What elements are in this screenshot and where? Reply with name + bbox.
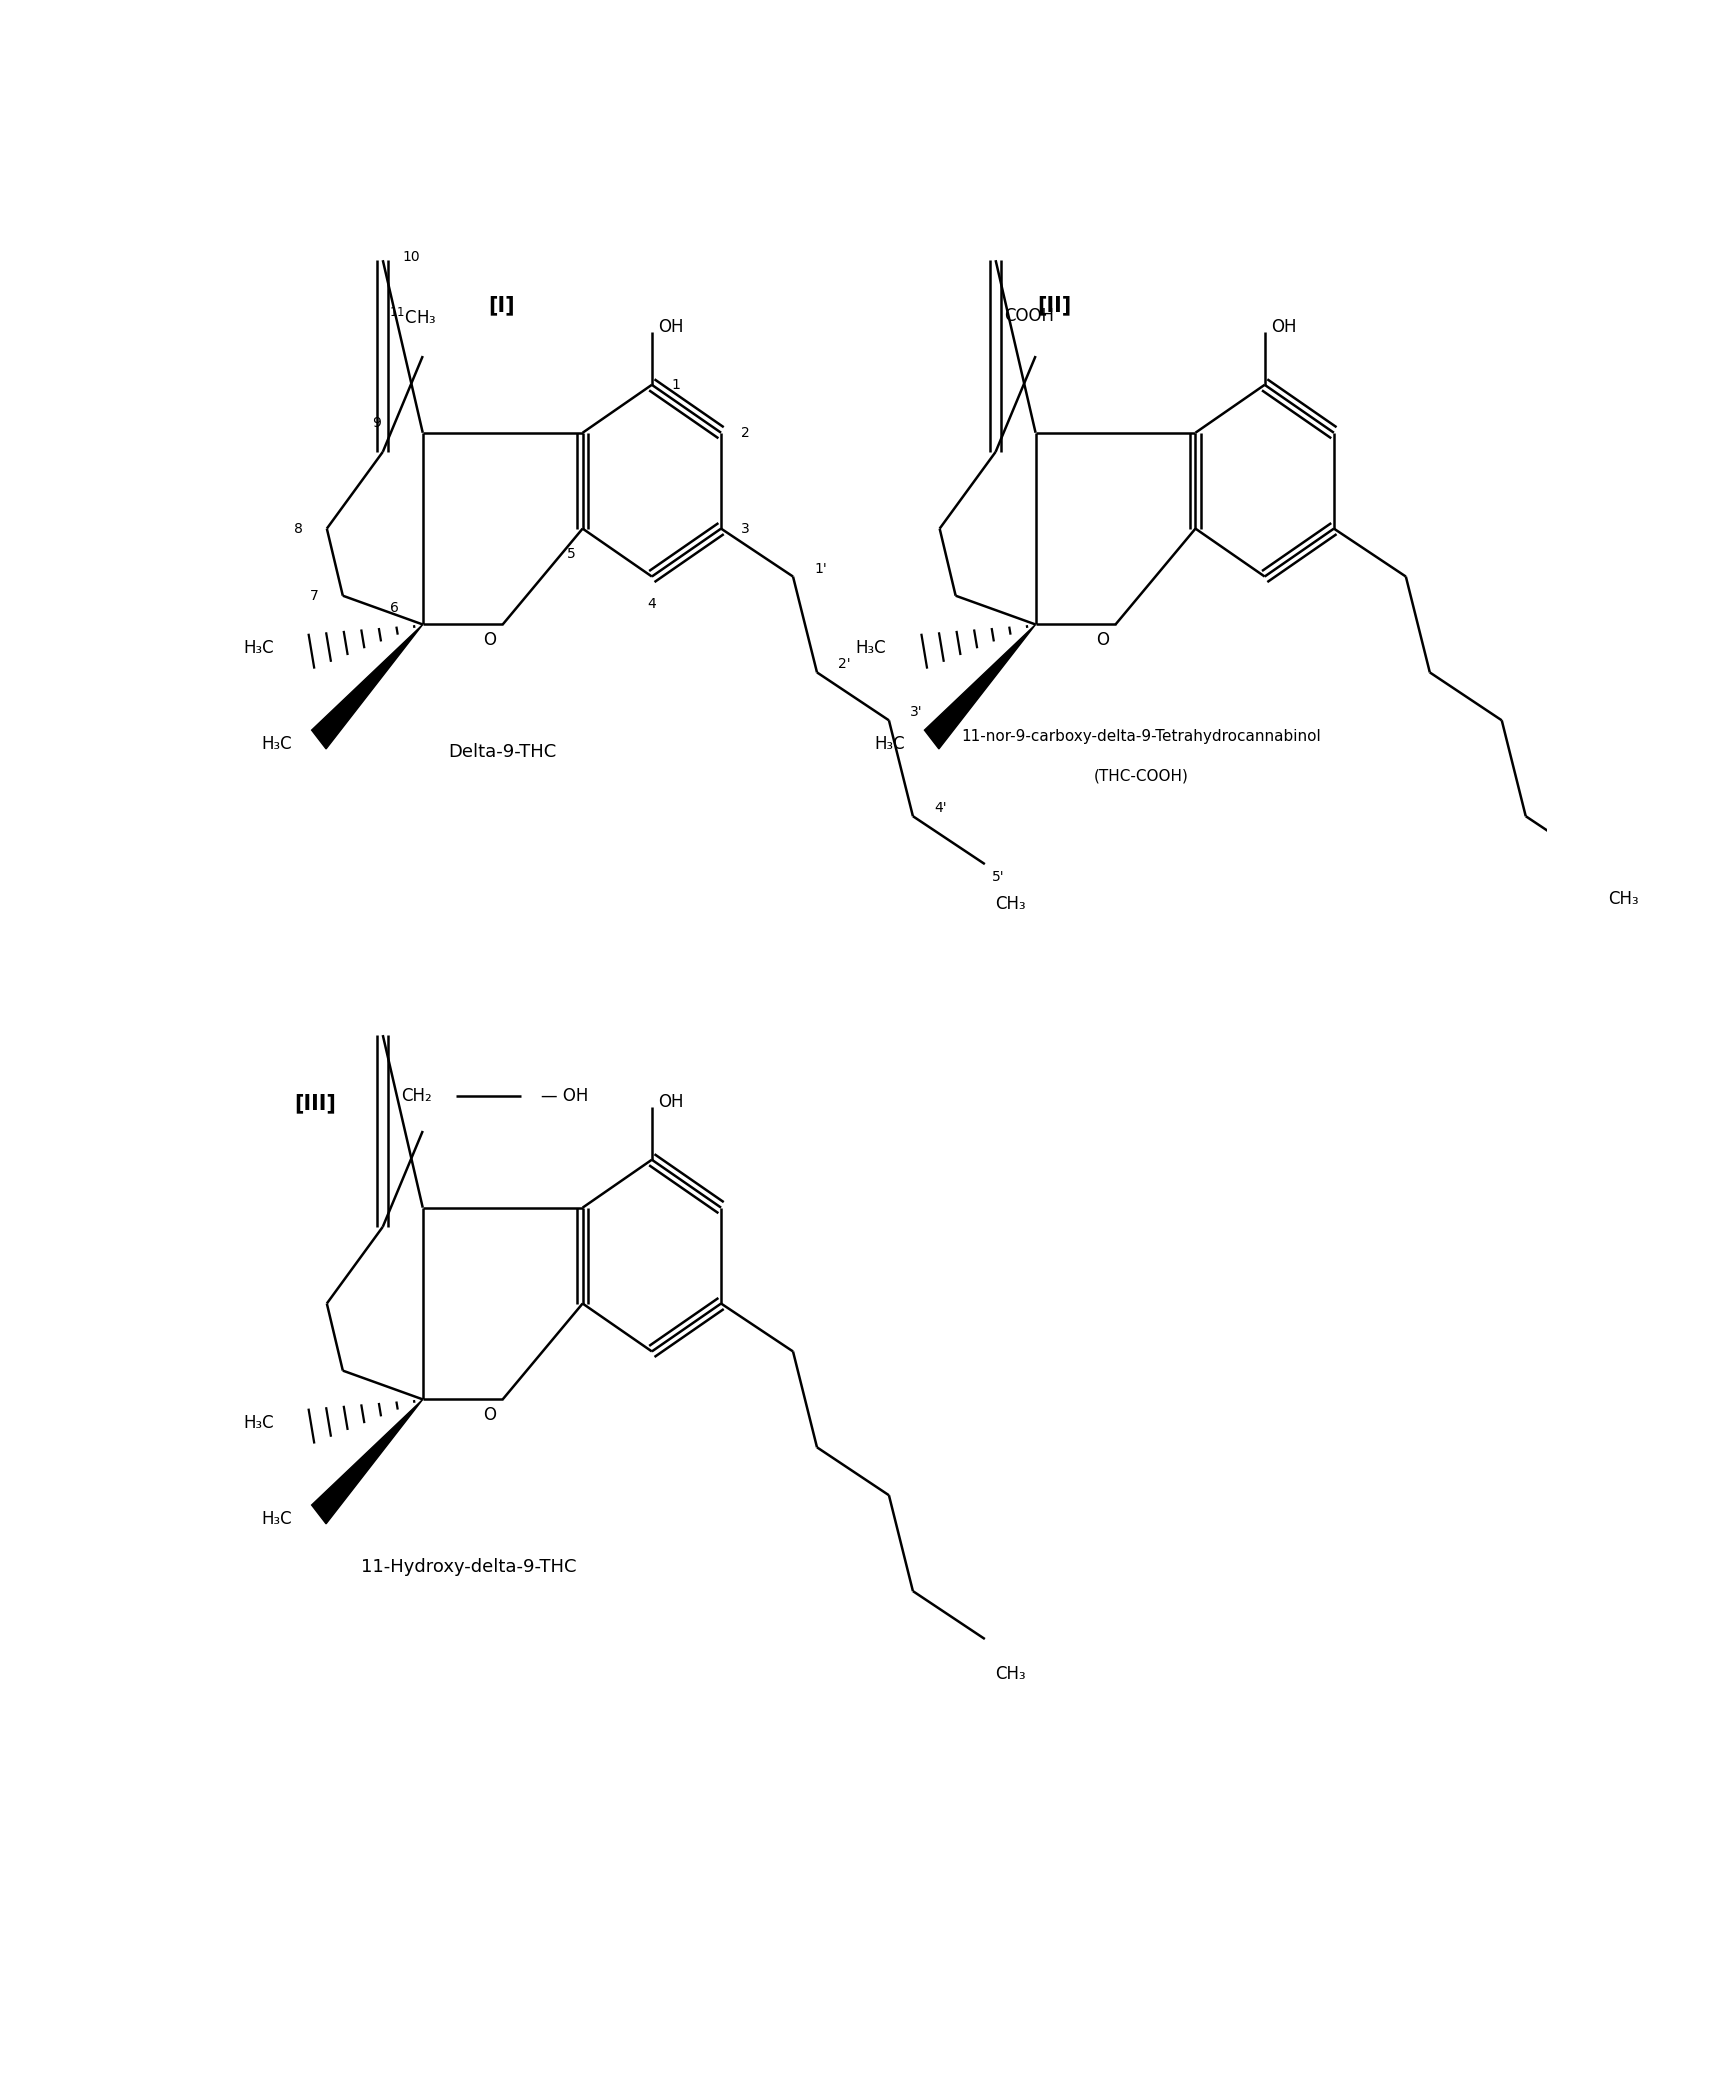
Text: 5: 5 (567, 548, 576, 560)
Text: 5': 5' (992, 869, 1004, 884)
Text: 9: 9 (371, 417, 380, 430)
Text: H₃C: H₃C (242, 1415, 273, 1432)
Text: H₃C: H₃C (261, 735, 292, 753)
Text: [III]: [III] (294, 1094, 335, 1114)
Text: — OH: — OH (541, 1087, 588, 1104)
Text: 6: 6 (390, 602, 399, 616)
Text: OH: OH (658, 317, 684, 336)
Text: 1: 1 (672, 378, 681, 392)
Text: OH: OH (658, 1094, 684, 1112)
Text: 3: 3 (741, 521, 749, 535)
Text: O: O (483, 1407, 497, 1423)
Text: OH: OH (1272, 317, 1296, 336)
Polygon shape (925, 625, 1035, 749)
Text: 11-nor-9-carboxy-delta-9-Tetrahydrocannabinol: 11-nor-9-carboxy-delta-9-Tetrahydrocanna… (961, 728, 1320, 743)
Text: (THC-COOH): (THC-COOH) (1093, 768, 1188, 784)
Text: H₃C: H₃C (856, 639, 887, 658)
Text: 3': 3' (911, 706, 923, 720)
Text: [I]: [I] (488, 295, 514, 315)
Text: COOH: COOH (1004, 307, 1054, 326)
Text: CH₃: CH₃ (995, 1666, 1026, 1683)
Text: [II]: [II] (1037, 295, 1071, 315)
Text: O: O (1095, 631, 1109, 649)
Polygon shape (311, 1399, 423, 1523)
Text: H₃C: H₃C (875, 735, 904, 753)
Text: O: O (483, 631, 497, 649)
Polygon shape (311, 625, 423, 749)
Text: $^{11}$CH₃: $^{11}$CH₃ (390, 307, 437, 328)
Text: Delta-9-THC: Delta-9-THC (449, 743, 557, 762)
Text: 10: 10 (402, 249, 421, 264)
Text: 1': 1' (815, 562, 827, 575)
Text: 7: 7 (309, 589, 318, 602)
Text: 4': 4' (933, 801, 947, 815)
Text: 4: 4 (648, 598, 657, 610)
Text: H₃C: H₃C (261, 1511, 292, 1527)
Text: H₃C: H₃C (242, 639, 273, 658)
Text: 2: 2 (741, 425, 749, 440)
Text: CH₂: CH₂ (401, 1087, 431, 1104)
Text: CH₃: CH₃ (1609, 890, 1638, 909)
Text: 8: 8 (294, 521, 303, 535)
Text: 2': 2' (839, 658, 851, 672)
Text: CH₃: CH₃ (995, 894, 1026, 913)
Text: 11-Hydroxy-delta-9-THC: 11-Hydroxy-delta-9-THC (361, 1558, 578, 1577)
